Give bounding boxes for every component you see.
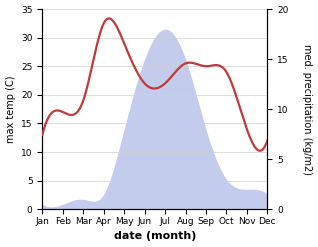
- X-axis label: date (month): date (month): [114, 231, 196, 242]
- Y-axis label: med. precipitation (kg/m2): med. precipitation (kg/m2): [302, 44, 313, 175]
- Y-axis label: max temp (C): max temp (C): [5, 75, 16, 143]
